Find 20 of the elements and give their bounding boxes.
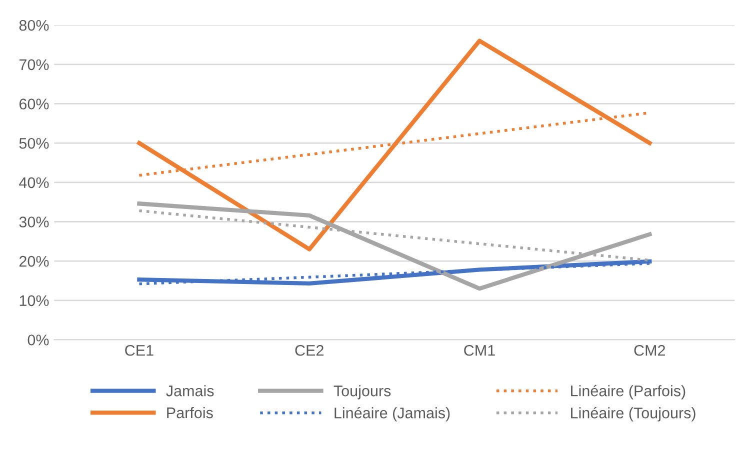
y-tick-label: 0% [28, 334, 49, 346]
y-tick-label: 80% [19, 20, 49, 31]
legend-label: Linéaire (Toujours) [571, 406, 696, 422]
x-tick-label: CM2 [634, 344, 665, 356]
y-tick-label: 10% [20, 295, 49, 306]
y-tick-label: 60% [19, 98, 49, 110]
y-tick-label: 50% [19, 138, 49, 149]
line-series [137, 202, 652, 291]
y-tick-label: 30% [19, 216, 49, 228]
x-tick-label: CM1 [464, 344, 495, 356]
y-tick-label: 70% [19, 59, 49, 70]
legend-label: Toujours [334, 385, 391, 400]
legend-label: Parfois [167, 406, 213, 418]
legend-label: Linéaire (Jamais) [334, 406, 450, 422]
x-tick-label: CE1 [125, 344, 154, 356]
x-tick-label: CE2 [295, 344, 324, 356]
legend-label: Linéaire (Parfois) [571, 384, 686, 400]
legend-label: Jamais [166, 385, 214, 396]
y-tick-label: 20% [19, 256, 49, 267]
y-tick-label: 40% [19, 177, 49, 188]
